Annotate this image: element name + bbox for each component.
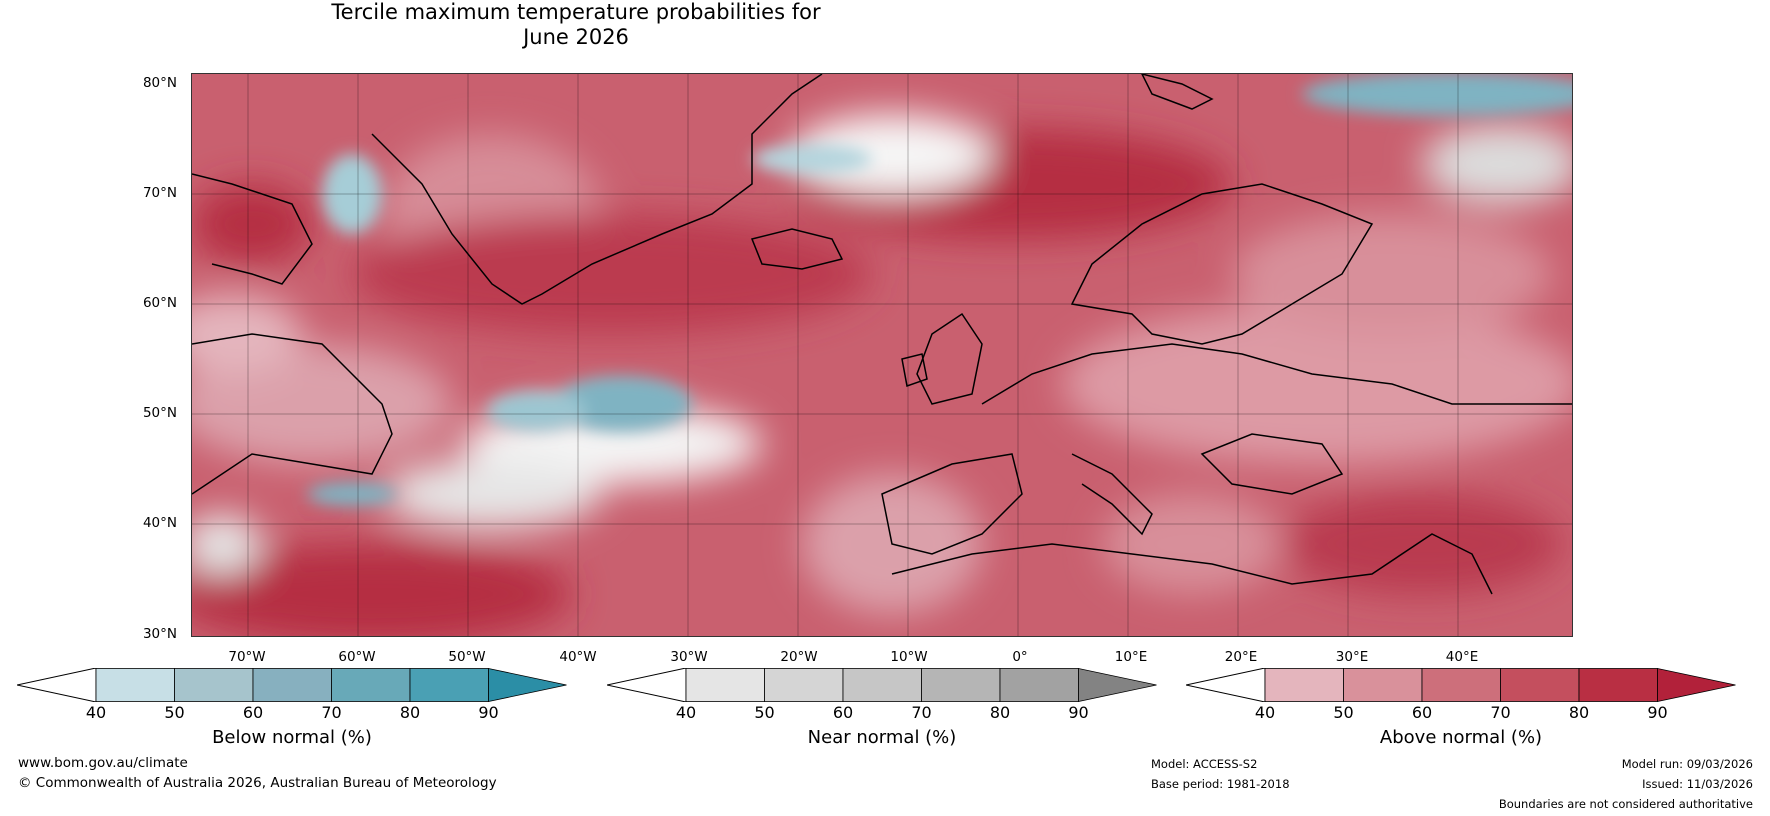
title-line-2: June 2026: [523, 25, 629, 49]
near-swatch-40: [685, 668, 765, 702]
title-line-1: Tercile maximum temperature probabilitie…: [331, 0, 821, 24]
graticule: [192, 74, 1572, 636]
below-tick-40: 40: [85, 703, 107, 722]
below-swatch-40: [95, 668, 175, 702]
lat-label-40n: 40°N: [142, 515, 177, 531]
base-period: Base period: 1981-2018: [1151, 777, 1290, 791]
near-tick-70: 70: [911, 703, 932, 722]
near-swatch-80: [999, 668, 1079, 702]
below-extend-high: [488, 668, 567, 702]
copyright-text: © Commonwealth of Australia 2026, Austra…: [18, 775, 497, 791]
lon-label-60w: 60°W: [338, 649, 376, 665]
lon-label-50w: 50°W: [448, 649, 486, 665]
forecast-map: [191, 73, 1573, 637]
below-tick-50: 50: [164, 703, 185, 722]
above-tick-60: 60: [1411, 703, 1433, 722]
lat-label-30n: 30°N: [142, 626, 177, 642]
above-swatch-60: [1421, 668, 1501, 702]
above-tick-50: 50: [1333, 703, 1354, 722]
above-swatches: [1264, 668, 1736, 702]
above-swatch-50: [1343, 668, 1423, 702]
below-tick-60: 60: [242, 703, 264, 722]
lon-label-10w: 10°W: [890, 649, 928, 665]
lat-label-80n: 80°N: [142, 75, 177, 91]
below-tick-80: 80: [399, 703, 421, 722]
near-normal-title: Near normal (%): [807, 727, 957, 748]
below-swatch-70: [331, 668, 411, 702]
below-normal-patches: [307, 74, 1572, 506]
near-tick-80: 80: [989, 703, 1011, 722]
near-swatch-50: [764, 668, 844, 702]
near-tick-90: 90: [1068, 703, 1089, 722]
coastlines: [192, 74, 1572, 595]
below-swatch-80: [409, 668, 489, 702]
below-swatch-60: [252, 668, 332, 702]
lon-label-30w: 30°W: [670, 649, 708, 665]
colorbar-above-normal: [1186, 668, 1736, 702]
above-swatch-70: [1500, 668, 1580, 702]
colorbar-below-normal: [17, 668, 567, 702]
probability-field: [192, 114, 1572, 636]
lon-label-10e: 10°E: [1114, 649, 1148, 665]
near-swatch-60: [842, 668, 922, 702]
lat-label-70n: 70°N: [142, 185, 177, 201]
lon-label-0: 0°: [1012, 649, 1028, 665]
near-extend-low: [607, 668, 687, 702]
near-tick-60: 60: [832, 703, 854, 722]
above-tick-40: 40: [1254, 703, 1276, 722]
lon-label-40e: 40°E: [1445, 649, 1479, 665]
above-swatch-80: [1578, 668, 1658, 702]
above-tick-70: 70: [1490, 703, 1511, 722]
below-normal-title: Below normal (%): [212, 727, 372, 748]
above-extend-high: [1657, 668, 1736, 702]
model-run: Model run: 09/03/2026: [1621, 757, 1753, 771]
above-swatch-40: [1264, 668, 1344, 702]
map-svg: [192, 74, 1572, 636]
near-extend-high: [1078, 668, 1157, 702]
lon-label-30e: 30°E: [1335, 649, 1369, 665]
below-swatches: [95, 668, 567, 702]
above-extend-low: [1186, 668, 1266, 702]
lon-label-40w: 40°W: [559, 649, 597, 665]
colorbar-near-normal: [607, 668, 1157, 702]
website-link[interactable]: www.bom.gov.au/climate: [18, 755, 188, 771]
near-tick-50: 50: [754, 703, 775, 722]
chart-title: Tercile maximum temperature probabilitie…: [0, 0, 1507, 50]
model-name: Model: ACCESS-S2: [1151, 757, 1258, 771]
above-tick-90: 90: [1647, 703, 1668, 722]
lat-label-50n: 50°N: [142, 405, 177, 421]
lon-label-20w: 20°W: [780, 649, 818, 665]
disclaimer: Boundaries are not considered authoritat…: [1498, 797, 1753, 811]
below-swatch-50: [174, 668, 254, 702]
below-extend-low: [17, 668, 97, 702]
above-normal-title: Above normal (%): [1379, 727, 1543, 748]
above-tick-80: 80: [1568, 703, 1590, 722]
near-swatches: [685, 668, 1157, 702]
issued-date: Issued: 11/03/2026: [1642, 777, 1753, 791]
lat-label-60n: 60°N: [142, 295, 177, 311]
near-swatch-70: [921, 668, 1001, 702]
below-tick-90: 90: [478, 703, 499, 722]
below-tick-70: 70: [321, 703, 342, 722]
lon-label-70w: 70°W: [228, 649, 266, 665]
lon-label-20e: 20°E: [1224, 649, 1258, 665]
near-tick-40: 40: [675, 703, 697, 722]
